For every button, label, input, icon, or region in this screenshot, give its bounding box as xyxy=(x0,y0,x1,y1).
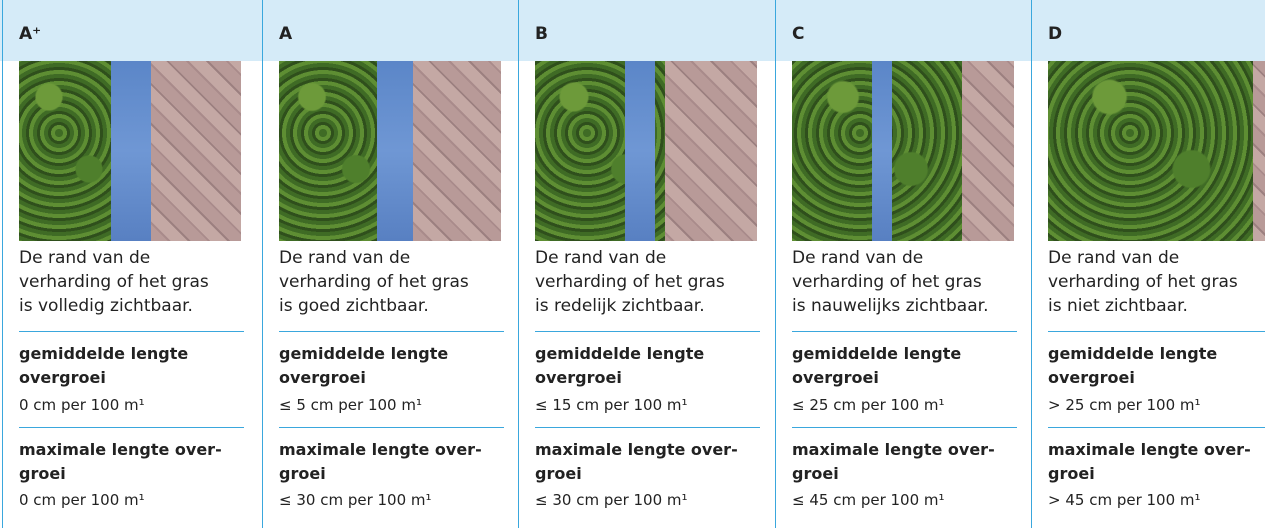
photo-edge xyxy=(625,61,655,241)
photo xyxy=(19,61,241,241)
label-line: maximale lengte over- xyxy=(279,440,482,459)
label-line: overgroei xyxy=(1048,368,1135,387)
photo-paving xyxy=(655,61,757,241)
divider xyxy=(535,331,760,332)
photo-edge xyxy=(111,61,151,241)
description-line: is nauwelijks zichtbaar. xyxy=(792,296,989,316)
label-line: maximale lengte over- xyxy=(535,440,738,459)
avg-label: gemiddelde lengte overgroei xyxy=(279,342,509,390)
label-line: groei xyxy=(792,464,839,483)
description: De rand van de verharding of het gras is r… xyxy=(535,246,760,318)
divider xyxy=(19,427,244,428)
description-line: is redelijk zichtbaar. xyxy=(535,296,705,316)
description-line: De rand van de xyxy=(1048,248,1180,268)
description-line: De rand van de xyxy=(792,248,924,268)
label-line: gemiddelde lengte xyxy=(279,344,449,363)
label-line: groei xyxy=(279,464,326,483)
photo-edge xyxy=(872,61,892,241)
max-value: ≤ 30 cm per 100 m¹ xyxy=(279,491,432,509)
label-line: overgroei xyxy=(279,368,366,387)
label-line: groei xyxy=(1048,464,1095,483)
photo-edge xyxy=(377,61,413,241)
divider xyxy=(279,331,504,332)
max-label: maximale lengte over-groei xyxy=(1048,438,1265,486)
grade-column: C De rand van de verharding of het gras is … xyxy=(775,0,1031,528)
label-line: groei xyxy=(535,464,582,483)
grade-label: A xyxy=(279,24,293,44)
description: De rand van de verharding of het gras is g… xyxy=(279,246,504,318)
max-label: maximale lengte over-groei xyxy=(19,438,249,486)
grade-column: D De rand van de verharding of het gras is … xyxy=(1031,0,1265,528)
label-line: gemiddelde lengte xyxy=(792,344,962,363)
description-line: verharding of het gras xyxy=(792,272,982,292)
label-line: overgroei xyxy=(19,368,106,387)
grade-label: A⁺ xyxy=(19,24,42,44)
divider xyxy=(19,331,244,332)
grade-label: D xyxy=(1048,24,1063,44)
photo xyxy=(279,61,501,241)
grade-column: A⁺ De rand van de verharding of het gras is… xyxy=(2,0,258,528)
description-line: verharding of het gras xyxy=(279,272,469,292)
label-line: gemiddelde lengte xyxy=(535,344,705,363)
divider xyxy=(535,427,760,428)
grade-label: C xyxy=(792,24,805,44)
label-line: overgroei xyxy=(535,368,622,387)
photo xyxy=(792,61,1014,241)
label-line: maximale lengte over- xyxy=(792,440,995,459)
avg-label: gemiddelde lengte overgroei xyxy=(1048,342,1265,390)
photo-vegetation xyxy=(279,61,389,241)
description: De rand van de verharding of het gras is v… xyxy=(19,246,244,318)
max-label: maximale lengte over-groei xyxy=(279,438,509,486)
avg-label: gemiddelde lengte overgroei xyxy=(792,342,1022,390)
photo-paving xyxy=(413,61,501,241)
description-line: is niet zichtbaar. xyxy=(1048,296,1188,316)
divider xyxy=(792,331,1017,332)
grade-column: A De rand van de verharding of het gras is … xyxy=(262,0,518,528)
photo-paving xyxy=(151,61,241,241)
description-line: verharding of het gras xyxy=(19,272,209,292)
avg-value: ≤ 25 cm per 100 m¹ xyxy=(792,396,945,414)
description-line: De rand van de xyxy=(279,248,411,268)
description-line: De rand van de xyxy=(535,248,667,268)
divider xyxy=(1048,427,1265,428)
avg-value: ≤ 15 cm per 100 m¹ xyxy=(535,396,688,414)
header-band xyxy=(0,0,1265,61)
avg-label: gemiddelde lengte overgroei xyxy=(535,342,765,390)
label-line: groei xyxy=(19,464,66,483)
label-line: gemiddelde lengte xyxy=(19,344,189,363)
grade-column: B De rand van de verharding of het gras is … xyxy=(518,0,774,528)
description-line: is goed zichtbaar. xyxy=(279,296,429,316)
photo-vegetation xyxy=(1048,61,1253,241)
description-line: is volledig zichtbaar. xyxy=(19,296,193,316)
description-line: verharding of het gras xyxy=(1048,272,1238,292)
divider xyxy=(279,427,504,428)
divider xyxy=(792,427,1017,428)
divider xyxy=(1048,331,1265,332)
max-value: ≤ 45 cm per 100 m¹ xyxy=(792,491,945,509)
description: De rand van de verharding of het gras is n… xyxy=(792,246,1017,318)
photo xyxy=(535,61,757,241)
photo xyxy=(1048,61,1265,241)
grade-label: B xyxy=(535,24,548,44)
description-line: De rand van de xyxy=(19,248,151,268)
label-line: maximale lengte over- xyxy=(1048,440,1251,459)
avg-value: ≤ 5 cm per 100 m¹ xyxy=(279,396,422,414)
max-value: 0 cm per 100 m¹ xyxy=(19,491,145,509)
avg-value: > 25 cm per 100 m¹ xyxy=(1048,396,1201,414)
avg-label: gemiddelde lengte overgroei xyxy=(19,342,249,390)
max-value: > 45 cm per 100 m¹ xyxy=(1048,491,1201,509)
avg-value: 0 cm per 100 m¹ xyxy=(19,396,145,414)
max-value: ≤ 30 cm per 100 m¹ xyxy=(535,491,688,509)
description-line: verharding of het gras xyxy=(535,272,725,292)
label-line: gemiddelde lengte xyxy=(1048,344,1218,363)
label-line: maximale lengte over- xyxy=(19,440,222,459)
max-label: maximale lengte over-groei xyxy=(792,438,1022,486)
label-line: overgroei xyxy=(792,368,879,387)
description: De rand van de verharding of het gras is n… xyxy=(1048,246,1265,318)
max-label: maximale lengte over-groei xyxy=(535,438,765,486)
photo-vegetation xyxy=(19,61,119,241)
